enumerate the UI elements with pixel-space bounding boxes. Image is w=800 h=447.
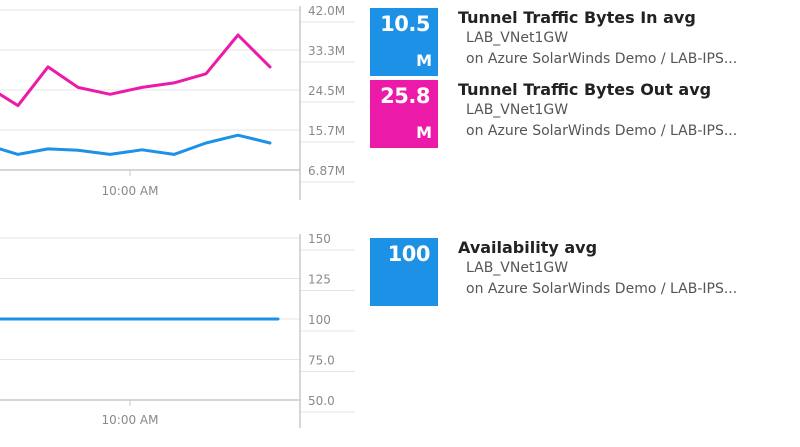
y-tick-label: 125 xyxy=(308,273,331,287)
y-tick-label: 42.0M xyxy=(308,4,345,18)
series-line xyxy=(0,33,272,108)
x-tick-label: 10:00 AM xyxy=(102,413,159,427)
metric-title[interactable]: Availability avg xyxy=(458,238,598,257)
y-tick-label: 24.5M xyxy=(308,84,345,98)
metric-value: 25.8 xyxy=(380,84,430,108)
metric-node: LAB_VNet1GW xyxy=(466,102,569,118)
metric-value: 100 xyxy=(387,242,431,266)
metric-bytes-in[interactable]: 10.5 M Tunnel Traffic Bytes In avg LAB_V… xyxy=(370,8,800,76)
metric-value-box: 10.5 M xyxy=(370,8,438,76)
metric-value-box: 100 xyxy=(370,238,438,306)
metric-location: on Azure SolarWinds Demo / LAB-IPS... xyxy=(466,281,738,297)
metric-availability[interactable]: 100 Availability avg LAB_VNet1GW on Azur… xyxy=(370,238,800,306)
metric-unit: M xyxy=(416,123,432,142)
metric-details: Availability avg LAB_VNet1GW on Azure So… xyxy=(458,238,737,300)
metric-node: LAB_VNet1GW xyxy=(466,260,569,276)
metric-value: 10.5 xyxy=(380,12,430,36)
series-line xyxy=(0,133,272,156)
metric-location: on Azure SolarWinds Demo / LAB-IPS... xyxy=(466,51,738,67)
metric-bytes-out[interactable]: 25.8 M Tunnel Traffic Bytes Out avg LAB_… xyxy=(370,80,800,148)
y-tick-label: 50.0 xyxy=(308,394,335,408)
y-tick-label: 75.0 xyxy=(308,354,335,368)
metric-details: Tunnel Traffic Bytes In avg LAB_VNet1GW … xyxy=(458,8,737,70)
metric-value-box: 25.8 M xyxy=(370,80,438,148)
metric-details: Tunnel Traffic Bytes Out avg LAB_VNet1GW… xyxy=(458,80,737,142)
metric-unit: M xyxy=(416,51,432,70)
metric-title[interactable]: Tunnel Traffic Bytes In avg xyxy=(458,8,696,27)
y-tick-label: 15.7M xyxy=(308,124,345,138)
x-tick-label: 10:00 AM xyxy=(102,184,159,198)
y-tick-label: 150 xyxy=(308,232,331,246)
y-tick-label: 6.87M xyxy=(308,164,345,178)
y-tick-label: 100 xyxy=(308,313,331,327)
y-tick-label: 33.3M xyxy=(308,44,345,58)
metric-node: LAB_VNet1GW xyxy=(466,30,569,46)
metric-location: on Azure SolarWinds Demo / LAB-IPS... xyxy=(466,123,738,139)
metric-title[interactable]: Tunnel Traffic Bytes Out avg xyxy=(458,80,712,99)
